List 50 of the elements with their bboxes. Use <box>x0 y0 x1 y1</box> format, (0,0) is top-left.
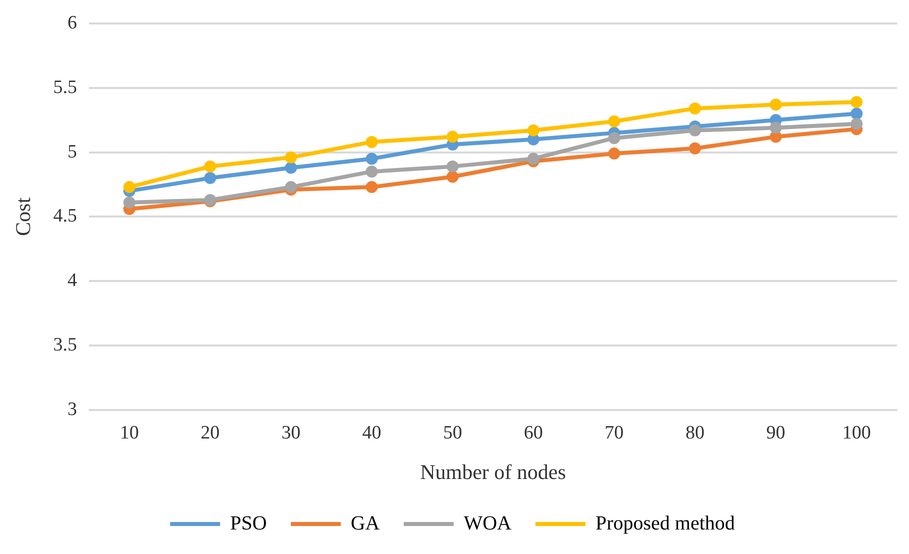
point <box>770 98 782 111</box>
x-tick-label: 80 <box>685 422 704 444</box>
point <box>688 102 701 114</box>
point <box>123 196 136 209</box>
point <box>770 122 782 134</box>
legend-label: Proposed method <box>595 512 735 534</box>
x-tick-label: 50 <box>443 422 462 444</box>
y-tick-label: 5.5 <box>53 76 77 98</box>
point <box>123 181 136 194</box>
point <box>446 130 459 143</box>
y-tick-label: 3 <box>67 398 77 420</box>
point <box>850 108 863 120</box>
point <box>608 132 620 144</box>
x-tick-label: 10 <box>120 422 139 444</box>
legend-label: GA <box>350 512 380 534</box>
point <box>527 124 540 136</box>
point <box>688 124 701 136</box>
point <box>446 160 459 172</box>
point <box>366 136 378 148</box>
y-axis-title: Cost <box>11 197 36 236</box>
point <box>204 172 216 184</box>
point <box>204 160 216 172</box>
x-tick-label: 60 <box>524 422 543 444</box>
x-tick-label: 40 <box>362 422 382 444</box>
point <box>608 115 620 128</box>
x-tick-label: 70 <box>604 422 624 444</box>
y-tick-label: 6 <box>67 12 77 34</box>
y-tick-label: 4.5 <box>53 206 77 227</box>
point <box>850 118 863 130</box>
point <box>446 170 459 183</box>
y-tick-label: 5 <box>67 141 77 162</box>
point <box>527 152 540 165</box>
x-axis-title: Number of nodes <box>420 460 566 484</box>
point <box>284 181 297 194</box>
point <box>608 148 620 160</box>
point <box>366 181 378 194</box>
x-tick-label: 20 <box>200 422 220 444</box>
legend-label: WOA <box>464 512 512 534</box>
point <box>688 142 701 154</box>
y-tick-label: 3.5 <box>53 334 77 356</box>
x-tick-label: 90 <box>766 422 786 444</box>
y-tick-label: 4 <box>67 270 78 292</box>
point <box>284 162 297 174</box>
x-tick-label: 100 <box>842 422 871 444</box>
x-tick-label: 30 <box>281 422 300 444</box>
point <box>284 151 297 164</box>
legend-label: PSO <box>230 512 267 534</box>
point <box>366 166 378 178</box>
point <box>366 152 378 165</box>
point <box>850 96 863 108</box>
